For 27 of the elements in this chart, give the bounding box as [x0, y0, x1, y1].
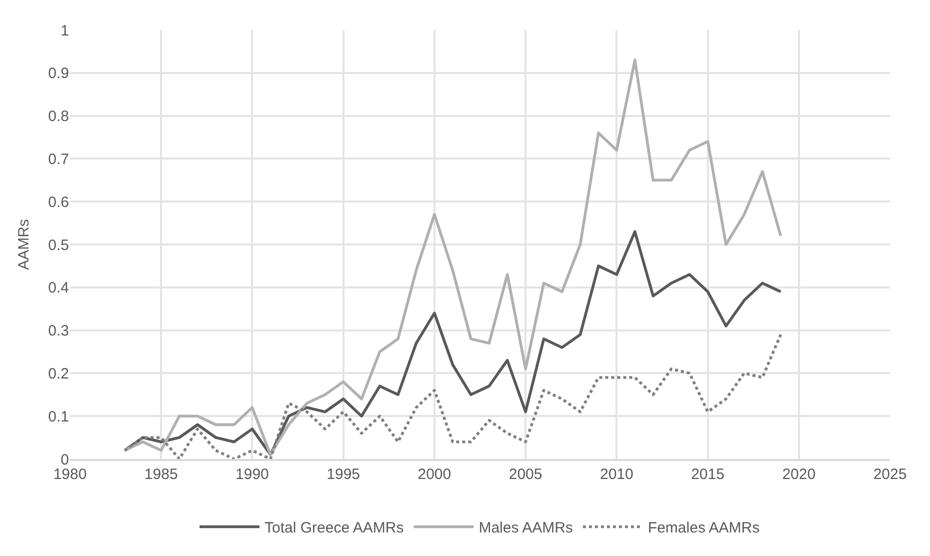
y-tick-label: 0 — [60, 451, 69, 468]
legend-label: Females AAMRs — [648, 520, 760, 537]
y-tick-label: 0.6 — [48, 194, 69, 211]
y-tick-label: 0.5 — [48, 236, 69, 254]
legend-label: Males AAMRs — [478, 520, 573, 537]
x-tick-label: 2015 — [691, 466, 724, 483]
x-tick-label: 1985 — [144, 466, 178, 483]
line-series — [123, 58, 782, 456]
x-tick-label: 1980 — [53, 466, 87, 483]
x-tick-label: 1995 — [326, 466, 360, 483]
x-tick-label: 2000 — [418, 466, 452, 483]
y-tick-label: 0.4 — [48, 280, 69, 297]
y-tick-label: 0.8 — [48, 108, 69, 126]
y-tick-label: 0.3 — [48, 322, 69, 340]
x-tick-label: 2010 — [600, 466, 634, 483]
x-tick-label: 2005 — [508, 466, 542, 483]
y-axis-title: AAMRs — [15, 219, 32, 270]
y-tick-label: 0.9 — [48, 65, 69, 82]
y-tick-label: 1 — [60, 22, 69, 40]
x-tick-label: 2025 — [873, 466, 907, 483]
x-tick-label: 2020 — [782, 466, 816, 483]
y-tick-label: 0.1 — [48, 408, 69, 426]
x-tick-label: 1990 — [236, 466, 269, 483]
y-tick-label: 0.7 — [48, 150, 69, 168]
y-tick-label: 0.2 — [48, 365, 69, 382]
line-series — [123, 333, 782, 459]
legend-label: Total Greece AAMRs — [264, 520, 404, 537]
